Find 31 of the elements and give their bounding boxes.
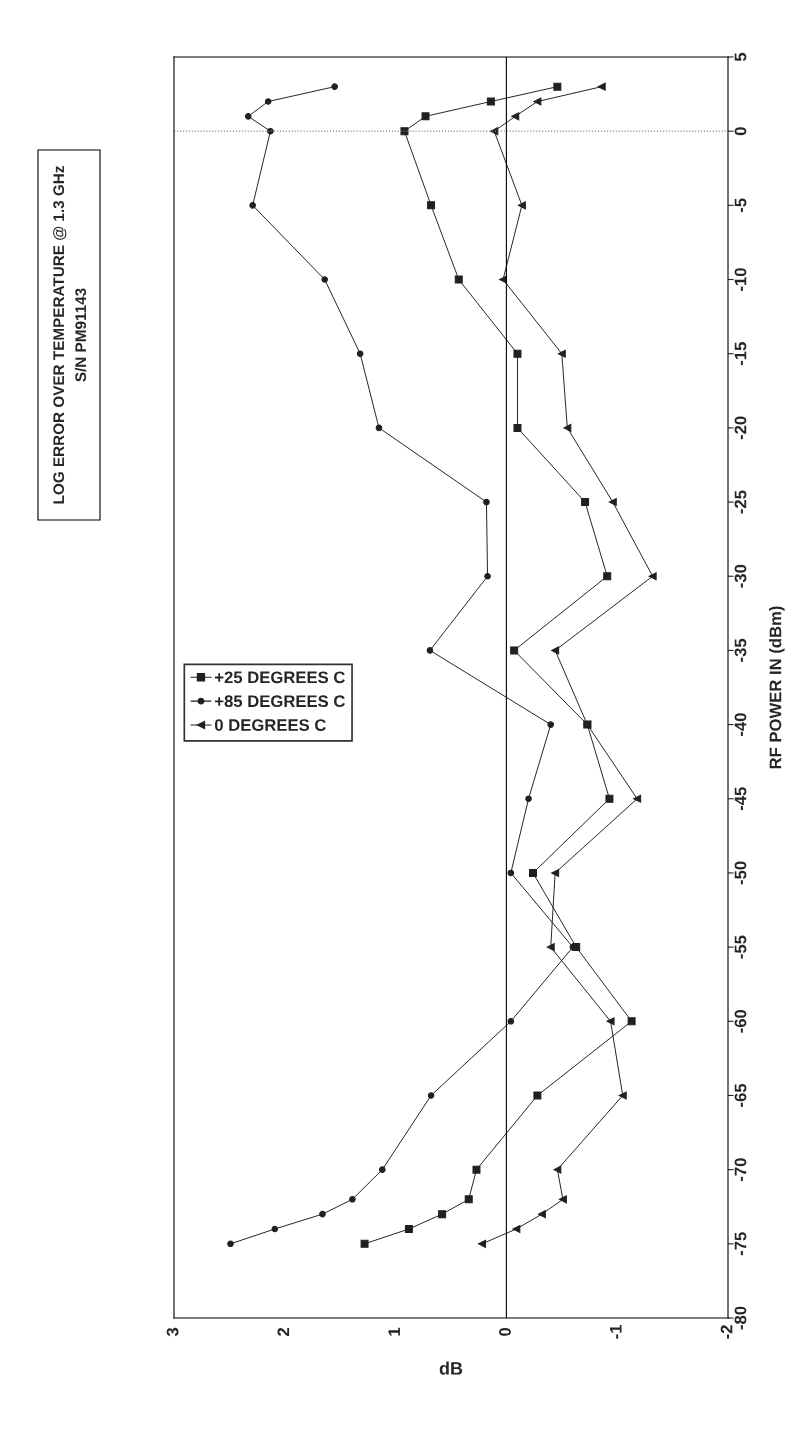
legend-label: +25 DEGREES C	[215, 671, 345, 684]
x-tick-label: 0	[499, 1327, 511, 1336]
y-tick-label: -30	[734, 564, 747, 588]
x-tick-label: 2	[277, 1327, 290, 1336]
x-tick-label: 3	[166, 1327, 179, 1337]
x-tick-label: -1	[610, 1324, 622, 1339]
x-tick-label: 1	[388, 1327, 400, 1336]
x-axis-title: dB	[439, 1361, 463, 1375]
y-tick-label: -40	[734, 713, 747, 736]
y-tick-label: -75	[734, 1232, 747, 1256]
legend-label: 0 DEGREES C	[214, 719, 326, 731]
y-tick-label: -35	[734, 638, 747, 662]
text: LOG ERROR OVER TEMPERATURE @ 1.3 GHz	[53, 166, 67, 504]
y-tick-label: -70	[734, 1158, 747, 1182]
y-tick-label: -20	[734, 416, 747, 440]
y-tick-label: 5	[734, 52, 747, 62]
y-tick-label: -45	[734, 787, 747, 811]
y-tick-label: -25	[734, 490, 747, 514]
y-tick-label: -5	[734, 198, 747, 213]
y-tick-label: -15	[734, 342, 747, 366]
x-tick-label: -2	[720, 1325, 733, 1339]
y-tick-label: -80	[734, 1306, 747, 1330]
y-tick-label: 0	[734, 127, 747, 136]
y-axis-title: RF POWER IN (dBm)	[769, 606, 785, 769]
y-tick-label: -65	[734, 1083, 747, 1107]
text: S/N PM91143	[74, 288, 87, 382]
legend-label: +85 DEGREES C	[215, 695, 345, 708]
y-tick-label: -60	[734, 1009, 747, 1033]
y-tick-label: -55	[734, 935, 747, 959]
y-tick-label: -10	[734, 268, 747, 291]
y-tick-label: -50	[734, 861, 747, 885]
